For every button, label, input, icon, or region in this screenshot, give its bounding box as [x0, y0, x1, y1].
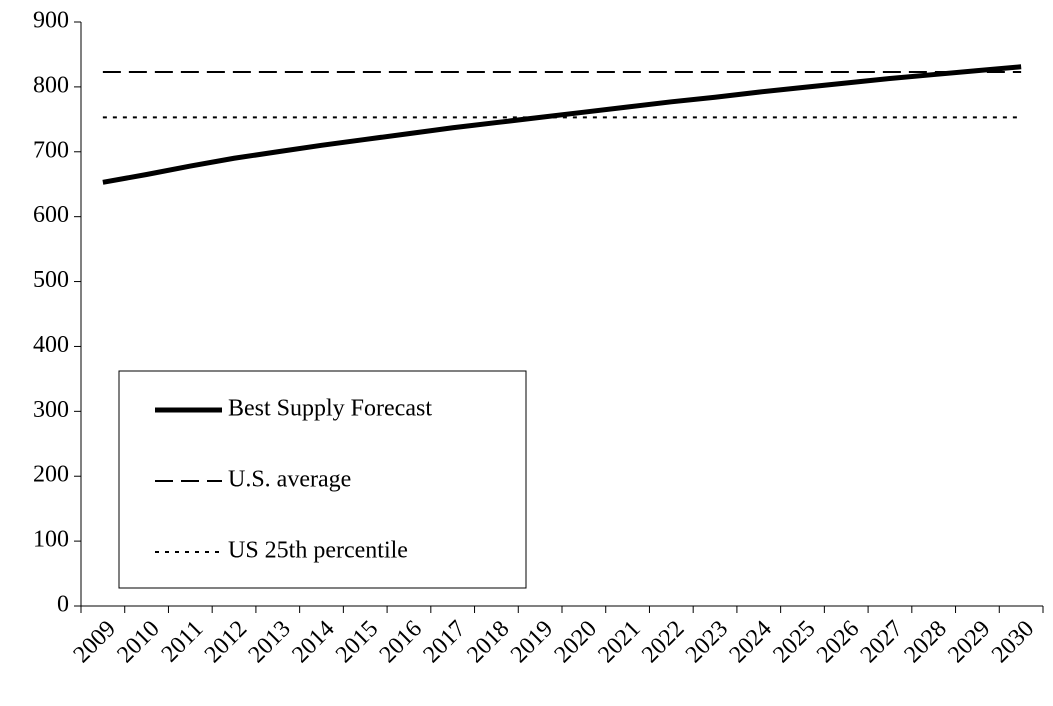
x-tick-label: 2017 [418, 616, 470, 668]
x-tick-label: 2028 [899, 616, 951, 668]
x-tick-label: 2010 [112, 616, 164, 668]
x-tick-label: 2019 [506, 616, 558, 668]
x-tick-label: 2024 [725, 616, 777, 668]
legend-label: Best Supply Forecast [228, 396, 432, 422]
x-tick-label: 2025 [768, 616, 820, 668]
x-tick-label: 2022 [637, 616, 689, 668]
y-tick-label: 900 [33, 8, 69, 34]
x-tick-label: 2026 [812, 616, 864, 668]
x-tick-label: 2015 [331, 616, 383, 668]
x-tick-label: 2009 [69, 616, 121, 668]
x-tick-label: 2020 [550, 616, 602, 668]
y-tick-label: 500 [33, 267, 69, 293]
y-tick-label: 800 [33, 72, 69, 98]
y-tick-label: 700 [33, 137, 69, 163]
x-tick-label: 2023 [681, 616, 733, 668]
y-tick-label: 300 [33, 397, 69, 423]
x-tick-label: 2012 [200, 616, 252, 668]
legend-label: US 25th percentile [228, 538, 408, 564]
x-tick-label: 2014 [287, 616, 339, 668]
y-tick-label: 100 [33, 527, 69, 553]
x-tick-label: 2011 [157, 616, 209, 668]
y-tick-label: 0 [57, 592, 69, 618]
x-tick-label: 2029 [943, 616, 995, 668]
x-tick-label: 2030 [987, 616, 1039, 668]
x-tick-label: 2018 [462, 616, 514, 668]
x-tick-label: 2027 [856, 616, 908, 668]
x-tick-label: 2021 [593, 616, 645, 668]
legend-label: U.S. average [228, 467, 351, 493]
y-tick-label: 400 [33, 332, 69, 358]
series-line [102, 64, 1022, 185]
y-tick-label: 600 [33, 202, 69, 228]
x-tick-label: 2016 [375, 616, 427, 668]
x-tick-label: 2013 [244, 616, 296, 668]
y-tick-label: 200 [33, 462, 69, 488]
